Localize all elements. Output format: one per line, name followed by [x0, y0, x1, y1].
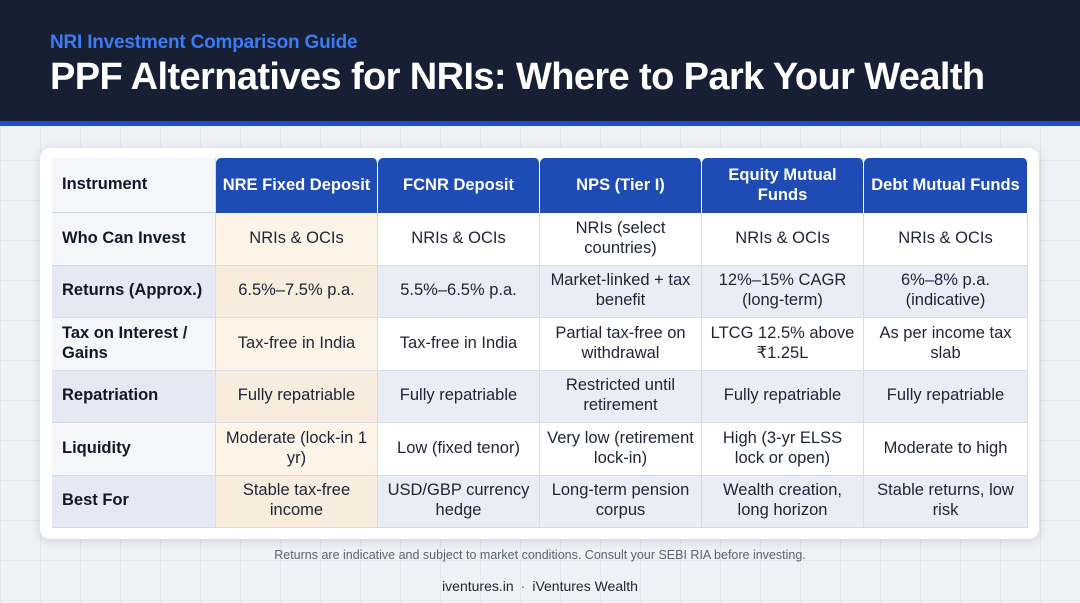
table-cell: Fully repatriable — [378, 370, 540, 423]
brand-name: iVentures Wealth — [532, 578, 638, 594]
column-header: Equity Mutual Funds — [702, 158, 864, 213]
separator-dot: · — [520, 578, 526, 594]
table-cell: High (3-yr ELSS lock or open) — [702, 423, 864, 476]
disclaimer-note: Returns are indicative and subject to ma… — [274, 548, 806, 562]
table-cell: Partial tax-free on withdrawal — [540, 318, 702, 371]
table-cell: Low (fixed tenor) — [378, 423, 540, 476]
column-header: NRE Fixed Deposit — [216, 158, 378, 213]
table-cell: 12%–15% CAGR (long-term) — [702, 265, 864, 318]
row-label: Liquidity — [52, 423, 216, 476]
row-label: Returns (Approx.) — [52, 265, 216, 318]
table-cell: Stable returns, low risk — [864, 475, 1028, 528]
table-cell: LTCG 12.5% above ₹1.25L — [702, 318, 864, 371]
table-cell: Very low (retirement lock-in) — [540, 423, 702, 476]
table-cell: 6%–8% p.a. (indicative) — [864, 265, 1028, 318]
comparison-table: Instrument NRE Fixed Deposit FCNR Deposi… — [52, 158, 1028, 528]
column-header: Debt Mutual Funds — [864, 158, 1028, 213]
table-cell: NRIs (select countries) — [540, 213, 702, 266]
table-cell: Fully repatriable — [216, 370, 378, 423]
row-label: Tax on Interest / Gains — [52, 318, 216, 371]
page-title: PPF Alternatives for NRIs: Where to Park… — [50, 56, 985, 98]
table-cell: Stable tax-free income — [216, 475, 378, 528]
table-cell: Tax-free in India — [378, 318, 540, 371]
table-cell: 6.5%–7.5% p.a. — [216, 265, 378, 318]
row-label: Best For — [52, 475, 216, 528]
header-banner — [0, 0, 1080, 121]
table-cell: Market-linked + tax benefit — [540, 265, 702, 318]
table-cell: Moderate (lock-in 1 yr) — [216, 423, 378, 476]
table-cell: Restricted until retirement — [540, 370, 702, 423]
column-header: NPS (Tier I) — [540, 158, 702, 213]
table-cell: NRIs & OCIs — [216, 213, 378, 266]
table-cell: As per income tax slab — [864, 318, 1028, 371]
brand-footer: iventures.in · iVentures Wealth — [0, 578, 1080, 594]
table-cell: Long-term pension corpus — [540, 475, 702, 528]
header-accent-bar — [0, 121, 1080, 126]
row-label: Repatriation — [52, 370, 216, 423]
table-cell: Fully repatriable — [864, 370, 1028, 423]
table-cell: Moderate to high — [864, 423, 1028, 476]
table-cell: NRIs & OCIs — [702, 213, 864, 266]
table-cell: USD/GBP currency hedge — [378, 475, 540, 528]
column-header: FCNR Deposit — [378, 158, 540, 213]
eyebrow-text: NRI Investment Comparison Guide — [50, 32, 358, 53]
table-cell: Fully repatriable — [702, 370, 864, 423]
comparison-card: Instrument NRE Fixed Deposit FCNR Deposi… — [40, 148, 1039, 539]
table-cell: Tax-free in India — [216, 318, 378, 371]
row-label: Who Can Invest — [52, 213, 216, 266]
table-cell: NRIs & OCIs — [864, 213, 1028, 266]
site-link[interactable]: iventures.in — [442, 578, 514, 594]
table-cell: 5.5%–6.5% p.a. — [378, 265, 540, 318]
table-corner-label: Instrument — [52, 158, 216, 213]
table-cell: NRIs & OCIs — [378, 213, 540, 266]
table-cell: Wealth creation, long horizon — [702, 475, 864, 528]
